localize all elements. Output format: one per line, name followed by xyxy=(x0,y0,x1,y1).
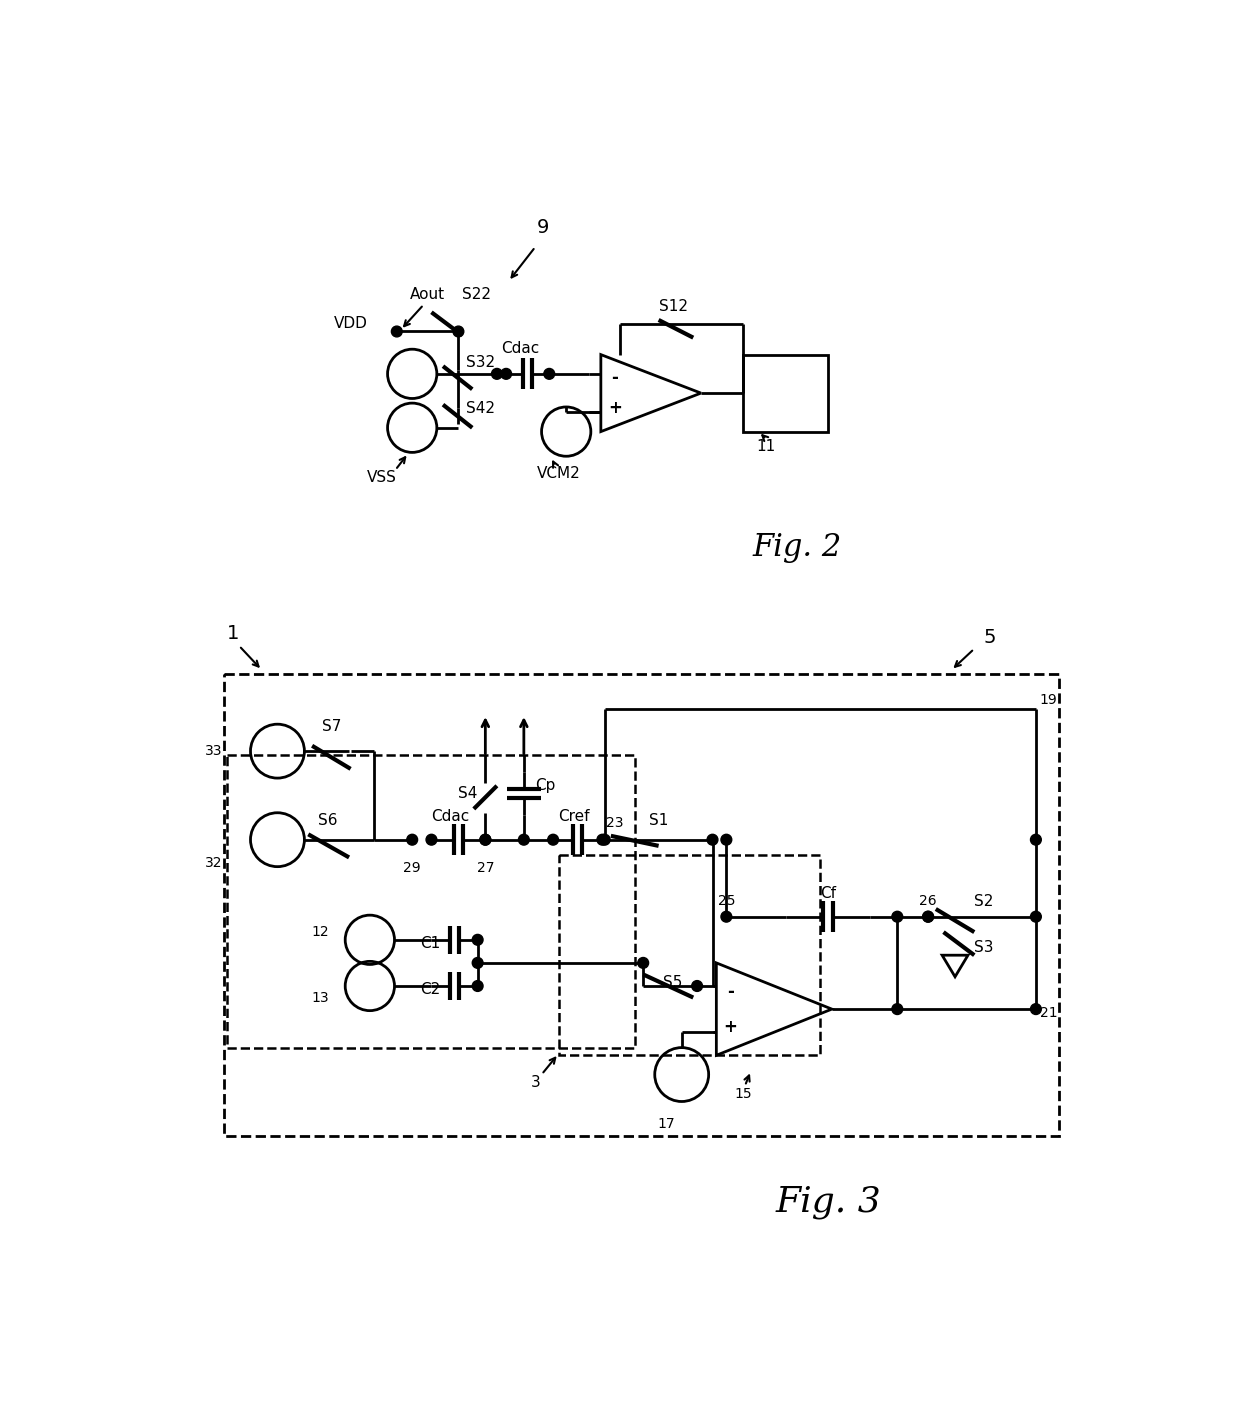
Text: Cp: Cp xyxy=(536,778,556,794)
Circle shape xyxy=(392,325,402,337)
Text: S42: S42 xyxy=(466,400,495,416)
Text: Cdac: Cdac xyxy=(432,809,470,824)
Circle shape xyxy=(501,368,512,379)
Text: 21: 21 xyxy=(1040,1006,1058,1020)
Circle shape xyxy=(707,835,718,845)
Text: 29: 29 xyxy=(403,862,422,876)
Text: Cdac: Cdac xyxy=(501,341,539,357)
Text: S7: S7 xyxy=(321,719,341,734)
Text: 11: 11 xyxy=(756,440,776,454)
Text: 15: 15 xyxy=(734,1087,753,1101)
Circle shape xyxy=(599,835,610,845)
Text: Fig. 3: Fig. 3 xyxy=(775,1184,880,1218)
Text: S6: S6 xyxy=(317,814,337,828)
Text: 9: 9 xyxy=(537,218,549,238)
Circle shape xyxy=(407,835,418,845)
Circle shape xyxy=(1030,1003,1042,1015)
Text: 27: 27 xyxy=(476,862,494,876)
Circle shape xyxy=(720,911,732,923)
Circle shape xyxy=(480,835,491,845)
Circle shape xyxy=(720,835,732,845)
Text: 13: 13 xyxy=(311,990,329,1005)
Text: S2: S2 xyxy=(975,894,993,908)
Text: Cref: Cref xyxy=(558,809,590,824)
Text: +: + xyxy=(608,399,621,417)
Text: C2: C2 xyxy=(420,982,440,998)
Circle shape xyxy=(453,325,464,337)
Text: S12: S12 xyxy=(660,300,688,314)
Circle shape xyxy=(1030,911,1042,923)
Text: 33: 33 xyxy=(205,744,222,758)
Circle shape xyxy=(923,911,934,923)
Circle shape xyxy=(548,835,558,845)
Text: S5: S5 xyxy=(662,975,682,989)
Circle shape xyxy=(472,981,484,992)
Circle shape xyxy=(692,981,703,992)
Text: 32: 32 xyxy=(205,856,222,870)
Text: 17: 17 xyxy=(657,1116,675,1131)
Text: 5: 5 xyxy=(983,628,996,648)
Circle shape xyxy=(480,835,491,845)
Text: S32: S32 xyxy=(466,355,495,369)
Text: 12: 12 xyxy=(311,925,329,940)
Text: C1: C1 xyxy=(420,937,440,951)
Text: S1: S1 xyxy=(649,814,668,828)
Text: Aout: Aout xyxy=(410,287,445,301)
Text: S22: S22 xyxy=(463,287,491,301)
Circle shape xyxy=(472,958,484,968)
Circle shape xyxy=(491,368,502,379)
Circle shape xyxy=(1030,835,1042,845)
Circle shape xyxy=(427,835,436,845)
Text: 1: 1 xyxy=(227,624,239,642)
Text: 23: 23 xyxy=(606,816,624,829)
Text: S3: S3 xyxy=(975,940,993,955)
Circle shape xyxy=(892,1003,903,1015)
Circle shape xyxy=(544,368,554,379)
Text: +: + xyxy=(723,1017,737,1036)
Text: VSS: VSS xyxy=(367,470,397,485)
Text: 3: 3 xyxy=(531,1075,541,1090)
Circle shape xyxy=(892,911,903,923)
Circle shape xyxy=(472,934,484,945)
Text: -: - xyxy=(727,982,734,1000)
Circle shape xyxy=(637,958,649,968)
Text: -: - xyxy=(611,369,619,388)
Text: VDD: VDD xyxy=(334,317,367,331)
Circle shape xyxy=(923,911,934,923)
Text: VCM2: VCM2 xyxy=(537,467,580,481)
Text: 26: 26 xyxy=(919,894,937,907)
Text: S4: S4 xyxy=(459,785,477,801)
Text: Fig. 2: Fig. 2 xyxy=(753,532,842,563)
Text: 25: 25 xyxy=(718,894,735,907)
Circle shape xyxy=(596,835,608,845)
Text: Cf: Cf xyxy=(820,886,836,901)
Circle shape xyxy=(518,835,529,845)
Text: 19: 19 xyxy=(1040,692,1058,706)
